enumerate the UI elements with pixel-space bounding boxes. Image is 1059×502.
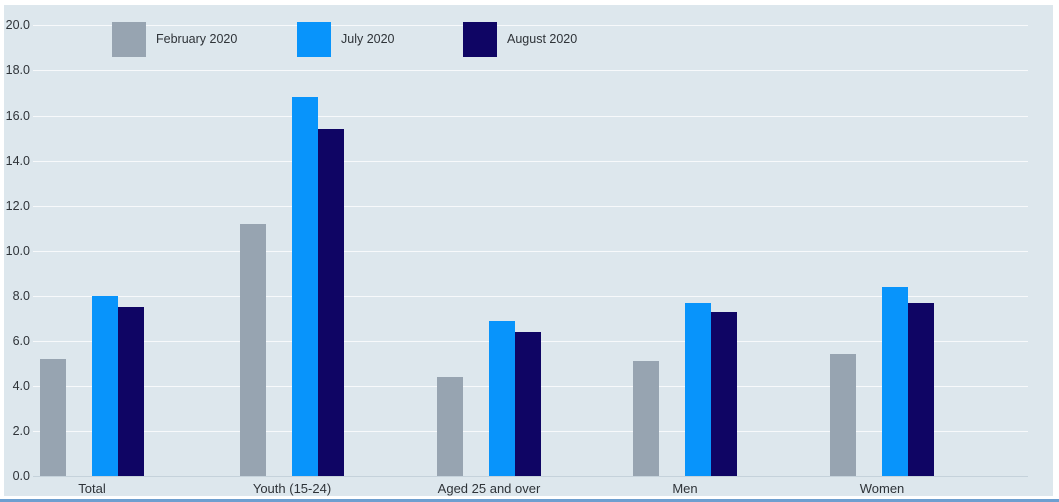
y-gridline xyxy=(33,115,1028,117)
legend-swatch-icon xyxy=(112,22,146,57)
y-axis-tick-label: 16.0 xyxy=(5,108,30,123)
bar-august-2020 xyxy=(908,302,934,476)
x-axis-line xyxy=(33,476,1028,477)
y-gridline xyxy=(33,70,1028,72)
y-gridline xyxy=(33,205,1028,207)
bar-august-2020 xyxy=(515,331,541,476)
bar-july-2020 xyxy=(882,286,908,476)
y-axis-tick-label: 14.0 xyxy=(5,153,30,168)
x-axis-category-label: Youth (15-24) xyxy=(252,481,332,496)
x-axis-category-label: Total xyxy=(78,481,106,496)
bar-february-2020 xyxy=(633,361,659,476)
x-axis-category-label: Men xyxy=(672,481,698,496)
bar-july-2020 xyxy=(92,295,118,476)
bottom-divider-line xyxy=(0,499,1059,502)
y-axis-tick-label: 4.0 xyxy=(12,378,30,393)
legend-label: August 2020 xyxy=(507,32,578,46)
y-gridline xyxy=(33,160,1028,162)
y-axis-tick-label: 10.0 xyxy=(5,243,30,258)
bar-february-2020 xyxy=(40,358,66,476)
bar-february-2020 xyxy=(240,223,266,476)
bar-august-2020 xyxy=(118,307,144,476)
bar-july-2020 xyxy=(489,320,515,476)
y-axis-tick-label: 6.0 xyxy=(12,333,30,348)
x-axis-category-label: Women xyxy=(859,481,905,496)
y-gridline xyxy=(33,250,1028,252)
y-axis-tick-label: 20.0 xyxy=(5,18,30,33)
legend-swatch-icon xyxy=(463,22,497,57)
y-gridline xyxy=(33,25,1028,27)
x-axis-category-label: Aged 25 and over xyxy=(437,481,541,496)
y-axis-tick-label: 2.0 xyxy=(12,423,30,438)
y-gridline xyxy=(33,295,1028,297)
bar-july-2020 xyxy=(685,302,711,476)
y-axis-tick-label: 12.0 xyxy=(5,198,30,213)
bar-july-2020 xyxy=(292,97,318,476)
legend-label: July 2020 xyxy=(341,32,395,46)
y-axis-tick-label: 18.0 xyxy=(5,63,30,78)
bar-august-2020 xyxy=(318,129,344,476)
legend-label: February 2020 xyxy=(156,32,238,46)
bar-august-2020 xyxy=(711,311,737,476)
bar-february-2020 xyxy=(437,376,463,476)
y-axis-tick-label: 0.0 xyxy=(12,469,30,483)
y-axis-tick-label: 8.0 xyxy=(12,288,30,303)
bar-february-2020 xyxy=(830,354,856,476)
legend-swatch-icon xyxy=(297,22,331,57)
